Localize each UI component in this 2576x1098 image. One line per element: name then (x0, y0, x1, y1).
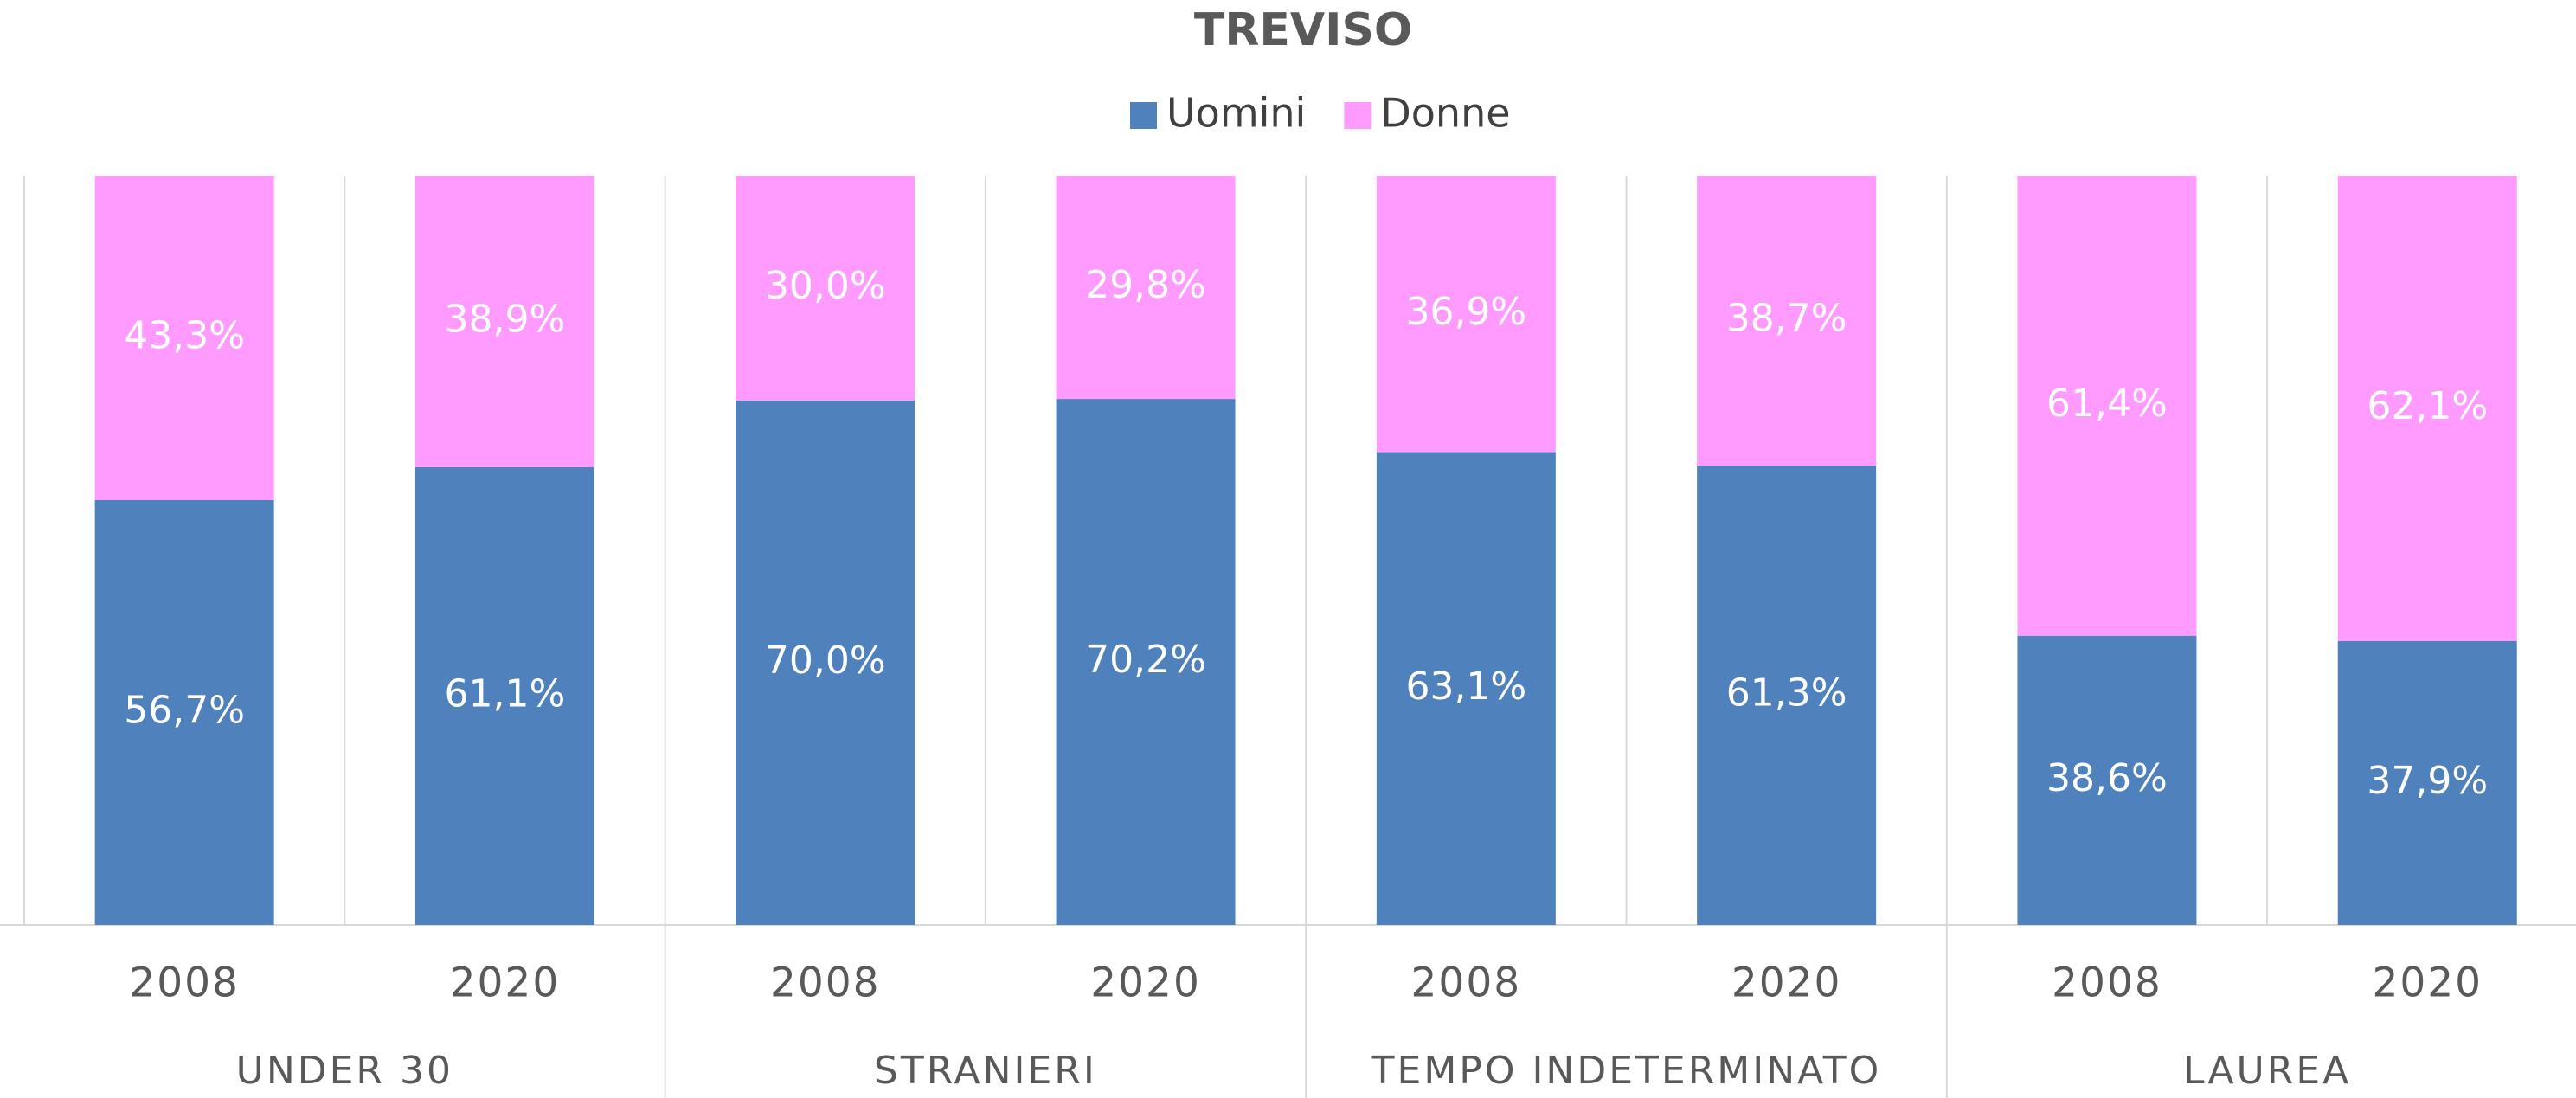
bar-segment (1697, 176, 1877, 466)
x-tick-label: 2008 (1411, 960, 1522, 1007)
data-label: 36,9% (1405, 290, 1526, 334)
group-label: LAUREA (2183, 1049, 2351, 1093)
x-tick-label: 2008 (129, 960, 240, 1007)
bar-segment (94, 176, 274, 500)
x-tick-label: 2008 (770, 960, 881, 1007)
legend-label: Donne (1380, 90, 1510, 137)
x-tick-label: 2008 (2052, 960, 2162, 1007)
bar-segment (1376, 452, 1556, 925)
legend-label: Uomini (1166, 90, 1306, 137)
data-label: 61,4% (2046, 382, 2168, 426)
x-tick-label: 2020 (1731, 960, 1842, 1007)
group-label: TEMPO INDETERMINATO (1371, 1049, 1882, 1093)
data-label: 38,6% (2046, 756, 2168, 800)
x-tick-label: 2020 (1090, 960, 1201, 1007)
bar-segment (414, 466, 594, 925)
bar-segment (1697, 466, 1877, 925)
bar-segment (1056, 399, 1236, 925)
data-label: 61,3% (1726, 671, 1847, 716)
bar-segment (2017, 635, 2197, 925)
x-tick-label: 2020 (2372, 960, 2483, 1007)
data-label: 56,7% (124, 688, 245, 732)
bar-segment (1056, 176, 1236, 400)
bar-segment (736, 176, 915, 401)
group-label: STRANIERI (874, 1049, 1097, 1093)
data-label: 29,8% (1085, 263, 1206, 307)
data-label: 62,1% (2367, 384, 2488, 428)
data-label: 43,3% (124, 313, 245, 357)
chart-title: TREVISO (1194, 4, 1412, 56)
data-label: 30,0% (765, 264, 886, 308)
data-label: 63,1% (1405, 665, 1526, 709)
group-label: UNDER 30 (236, 1049, 453, 1093)
legend-swatch (1130, 102, 1157, 129)
data-label: 70,0% (765, 639, 886, 683)
x-tick-label: 2020 (450, 960, 561, 1007)
bar-segment (2337, 640, 2517, 925)
legend-swatch (1344, 102, 1372, 129)
data-label: 61,1% (445, 671, 566, 716)
data-label: 37,9% (2367, 759, 2488, 803)
bar-segment (736, 400, 915, 925)
data-label: 38,9% (445, 297, 566, 341)
bar-segment (414, 176, 594, 467)
data-label: 70,2% (1085, 638, 1206, 682)
bar-segment (94, 499, 274, 925)
bar-segment (2337, 176, 2517, 641)
bar-segment (1376, 176, 1556, 453)
bar-segment (2017, 176, 2197, 636)
data-label: 38,7% (1726, 297, 1847, 341)
